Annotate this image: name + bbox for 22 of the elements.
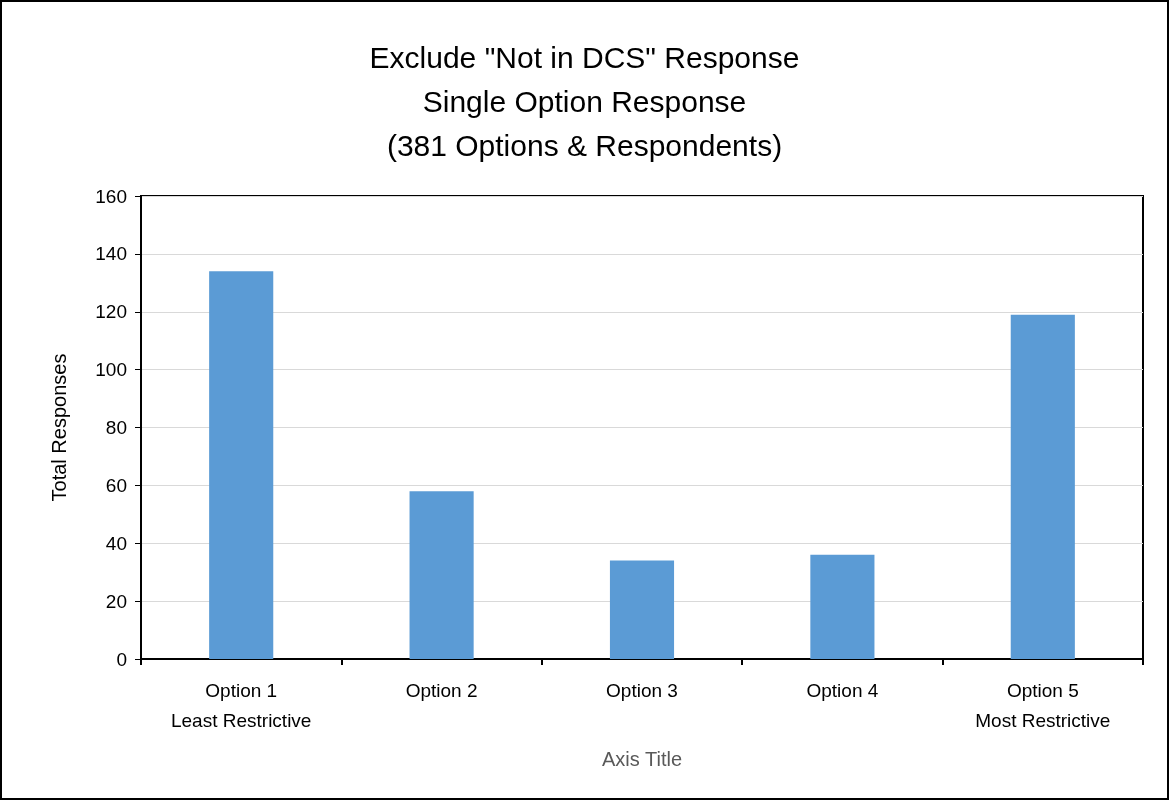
- x-tick-label: Option 4: [806, 679, 879, 701]
- y-tick-label: 140: [95, 243, 127, 265]
- y-tick-label: 120: [95, 301, 127, 323]
- bar: [1010, 314, 1075, 659]
- y-tick-label: 60: [105, 474, 127, 496]
- x-tick-label: Option 5 Most Restrictive: [975, 679, 1111, 731]
- bar: [810, 554, 875, 659]
- y-tick-label: 20: [105, 590, 127, 612]
- bar: [609, 560, 675, 659]
- y-tick-label: 40: [105, 532, 127, 554]
- y-axis-title: Total Responses: [48, 353, 70, 502]
- y-tick-label: 100: [95, 359, 127, 381]
- y-tick-label: 0: [116, 648, 127, 670]
- chart-title: Exclude "Not in DCS" Response Single Option Response (381 Options & Respondents): [369, 40, 800, 162]
- x-axis-title: Axis Title: [601, 748, 683, 770]
- bar: [209, 271, 274, 659]
- y-tick-label: 80: [105, 417, 127, 438]
- x-tick-label: Option 3: [606, 679, 678, 701]
- bar: [409, 491, 474, 659]
- x-tick-label: Option 2: [405, 679, 478, 701]
- x-tick-label: Option 1 Least Restrictive: [170, 679, 312, 731]
- y-tick-label: 160: [95, 185, 127, 207]
